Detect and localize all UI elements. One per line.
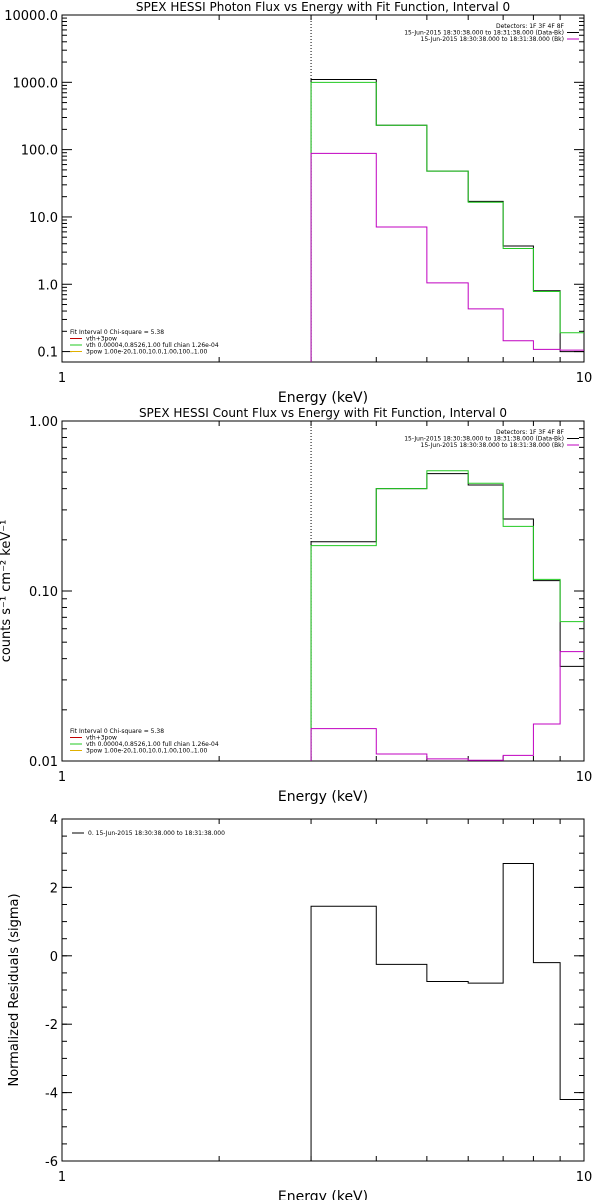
chart2-series-bk	[310, 651, 584, 761]
chart2-ylabel: counts s⁻¹ cm⁻² keV⁻¹	[0, 520, 14, 663]
chart1-ytick-label: 1000.0	[13, 76, 59, 91]
chart2-legend-text: Detectors: 1F 3F 4F 8F	[496, 429, 565, 436]
chart2-legend-text: 15-Jun-2015 18:30:38.000 to 18:31:38.000…	[421, 442, 564, 449]
chart2-title: SPEX HESSI Count Flux vs Energy with Fit…	[139, 406, 507, 420]
chart2-frame	[61, 420, 585, 762]
chart2-legend-text: vth 0.00004,0.8526,1.00 full chian 1.26e…	[86, 741, 219, 748]
chart2-series-data-bk	[310, 473, 584, 761]
chart3-ytick-label: 4	[50, 813, 58, 828]
chart2-legend-text: 3pow 1.00e-20,1.00,10.0,1.00,100.,1.00	[86, 748, 207, 755]
chart3-series-residuals	[310, 862, 584, 1161]
chart1-ytick-label: 1.0	[37, 278, 58, 293]
chart3-ylabel: Normalized Residuals (sigma)	[7, 893, 22, 1086]
chart2-series-vth-3pow	[310, 470, 584, 761]
chart1-ytick-label: 10000.0	[4, 9, 58, 24]
chart1-legend-text: 3pow 1.00e-20,1.00,10.0,1.00,100.,1.00	[86, 349, 207, 356]
chart1-xlabel: Energy (keV)	[278, 390, 368, 406]
chart2-legend-text: 15-Jun-2015 18:30:38.000 to 18:31:38.000…	[404, 436, 564, 443]
chart3-ytick-label: -4	[45, 1087, 58, 1102]
chart3-ytick-label: 0	[50, 950, 58, 965]
chart1-series-data-bk	[310, 79, 584, 362]
chart2-ytick-label: 1.00	[29, 415, 58, 430]
chart1-series-vth-3pow	[310, 81, 584, 362]
chart1-legend-text: vth 0.00004,0.8526,1.00 full chian 1.26e…	[86, 342, 219, 349]
chart1-title: SPEX HESSI Photon Flux vs Energy with Fi…	[136, 0, 510, 14]
chart3-frame	[61, 818, 585, 1162]
chart1-ytick-label: 10.0	[29, 211, 58, 226]
chart1-ytick-label: 100.0	[21, 144, 58, 159]
chart1-legend-text: Detectors: 1F 3F 4F 8F	[496, 23, 565, 30]
chart2-ytick-label: 0.10	[29, 585, 58, 600]
chart3-ytick-label: -2	[45, 1018, 58, 1033]
chart1-legend-text: 15-Jun-2015 18:30:38.000 to 18:31:38.000…	[404, 30, 564, 37]
chart3-ytick-label: 2	[50, 881, 58, 896]
chart1-xtick-label: 10	[576, 371, 593, 386]
chart2-ytick-label: 0.01	[29, 755, 58, 770]
chart1-series-bk	[310, 152, 584, 362]
chart1-legend-text: 15-Jun-2015 18:30:38.000 to 18:31:38.000…	[421, 36, 564, 43]
chart2-xlabel: Energy (keV)	[278, 789, 368, 805]
chart2-xtick-label: 1	[58, 770, 66, 785]
chart2-xtick-label: 10	[576, 770, 593, 785]
chart3-legend-text: 0. 15-Jun-2015 18:30:38.000 to 18:31:38.…	[88, 830, 225, 837]
chart3-ytick-label: -6	[45, 1155, 58, 1170]
chart2-legend-text: vth+3pow	[86, 735, 117, 742]
chart1-xtick-label: 1	[58, 371, 66, 386]
chart1-legend-text: Fit Interval 0 Chi-square = 5.38	[70, 329, 164, 336]
chart2-legend-text: Fit Interval 0 Chi-square = 5.38	[70, 728, 164, 735]
chart3-xtick-label: 10	[576, 1170, 593, 1185]
chart3-xtick-label: 1	[58, 1170, 66, 1185]
chart1-frame	[61, 14, 585, 363]
chart3-xlabel: Energy (keV)	[278, 1189, 368, 1200]
chart1-ytick-label: 0.1	[37, 346, 58, 361]
chart1-legend-text: vth+3pow	[86, 336, 117, 343]
